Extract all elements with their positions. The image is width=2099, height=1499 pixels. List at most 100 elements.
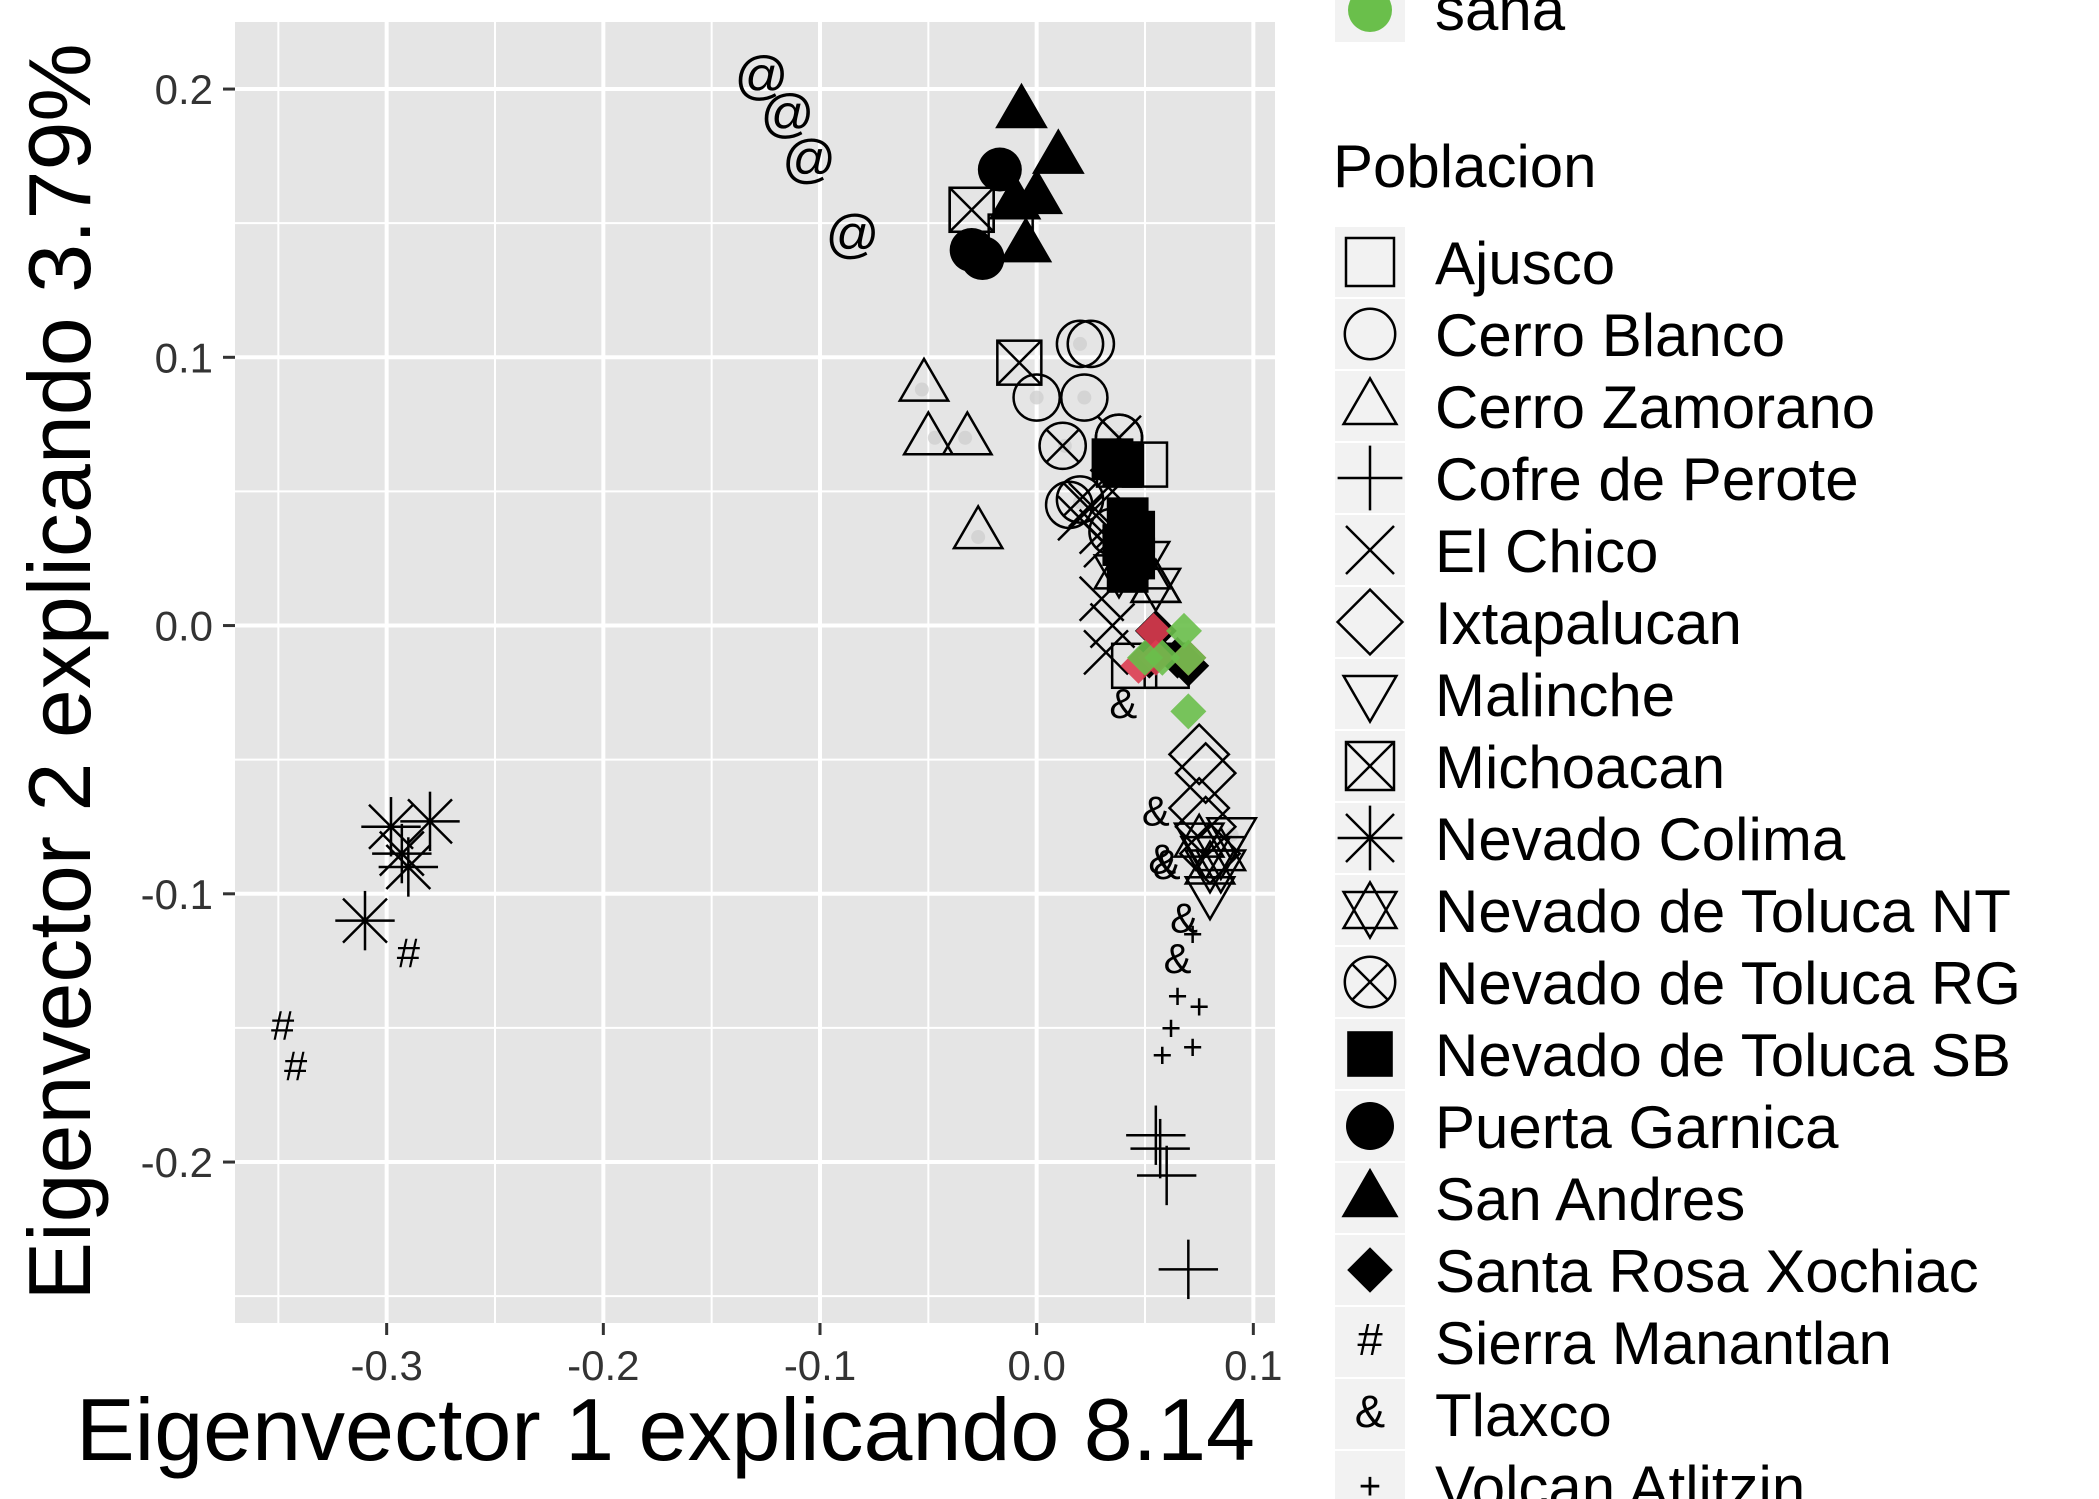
gray-point (1057, 438, 1072, 453)
data-point: + (1167, 977, 1188, 1016)
svg-text:&: & (1355, 1386, 1385, 1437)
data-point (988, 173, 1042, 220)
enferma-point (1135, 612, 1172, 649)
legend-title: Poblacion (1333, 133, 1597, 200)
data-point (1067, 481, 1114, 528)
data-point: & (1109, 680, 1137, 727)
legend-key-background (1335, 659, 1405, 729)
square-cross-icon (1344, 740, 1396, 792)
legend-key-background (1335, 299, 1405, 369)
legend-label: Tlaxco (1435, 1382, 1612, 1449)
y-tick-label: 0.1 (155, 334, 213, 381)
data-point (1126, 1105, 1186, 1165)
data-point: @ (735, 47, 789, 106)
legend-key-background (1335, 1379, 1405, 1449)
svg-text:&: & (1142, 787, 1170, 834)
legend-label: Malinche (1435, 662, 1675, 729)
legend-label: Ajusco (1435, 230, 1615, 297)
data-point: @ (761, 84, 815, 143)
legend-label: Cofre de Perote (1435, 446, 1859, 513)
data-point (1167, 722, 1231, 786)
axis-ticks: -0.3 -0.2 -0.1 0.0 0.1 -0.2 -0.1 0.0 0.1 0.2 (141, 66, 1283, 1389)
x-tick-label: -0.2 (567, 1342, 639, 1389)
legend-label: Volcan Atlitzin (1435, 1454, 1805, 1499)
data-point (977, 147, 1022, 192)
data-point (1012, 373, 1062, 422)
triangle-down-open-icon (1341, 674, 1399, 725)
data-point (335, 890, 395, 951)
data-point (1183, 876, 1237, 922)
data-point (1066, 319, 1116, 369)
y-tick-label: -0.2 (141, 1139, 213, 1186)
legend-label: Sierra Manantlan (1435, 1310, 1892, 1377)
y-axis-title: Eigenvector 2 explicando 3.79% (10, 43, 109, 1300)
x-axis-title: Eigenvector 1 explicando 8.14 (76, 1380, 1255, 1479)
x-tick-label: 0.1 (1224, 1342, 1282, 1389)
data-point: + (1182, 915, 1203, 954)
y-tick-label: -0.1 (141, 871, 213, 918)
data-point (1089, 602, 1136, 649)
plot-panel (235, 22, 1275, 1323)
sana-point (1144, 639, 1181, 676)
legend-label-sana: sana (1435, 0, 1566, 43)
data-point: + (1152, 1036, 1173, 1075)
diamond-filled-icon (1347, 1247, 1393, 1293)
data-point (960, 236, 1005, 281)
gray-point (927, 430, 942, 445)
y-tick-label: 0.2 (155, 66, 213, 113)
triangle-open-icon (1341, 375, 1399, 426)
data-point (940, 409, 994, 456)
data-points-layer: ###&&&&&&++ ++ ++@@@@ (271, 47, 1259, 1300)
gray-point (971, 530, 986, 545)
svg-text:+: + (1161, 1009, 1182, 1048)
data-point (897, 356, 951, 402)
data-point (1038, 421, 1088, 471)
gray-point (1077, 390, 1092, 405)
data-point: & (1148, 836, 1176, 883)
data-point (361, 797, 421, 857)
legend-label: Cerro Blanco (1435, 302, 1785, 369)
y-tick-label: 0.0 (155, 603, 213, 650)
svg-text:&: & (1153, 841, 1181, 888)
data-point: # (397, 930, 421, 977)
triangle-filled-icon (1341, 1167, 1399, 1218)
star-of-david-icon (1341, 879, 1399, 941)
legend-key-background (1335, 1307, 1405, 1377)
legend-label: Nevado de Toluca RG (1435, 950, 2021, 1017)
circle-cross-icon (1343, 955, 1397, 1009)
svg-text:&: & (1148, 836, 1176, 883)
legend-label: San Andres (1435, 1166, 1745, 1233)
legend-label: Puerta Garnica (1435, 1094, 1839, 1161)
svg-text:+: + (1189, 988, 1210, 1027)
svg-text:#: # (397, 930, 421, 977)
svg-text:+: + (1359, 1465, 1381, 1499)
square-filled-icon (1347, 1031, 1393, 1077)
cross-icon (1345, 525, 1395, 575)
gray-point (1029, 390, 1044, 405)
data-point (1174, 741, 1238, 805)
gray-point (958, 430, 973, 445)
svg-text:@: @ (761, 84, 815, 143)
grid-lines (235, 22, 1275, 1323)
ampersand-glyph: & (1355, 1386, 1385, 1437)
data-point (995, 82, 1048, 129)
square-open-icon (1344, 236, 1396, 288)
data-point: & (1153, 841, 1181, 888)
data-point (1130, 1118, 1190, 1179)
legend-label: Nevado de Toluca NT (1435, 878, 2011, 945)
legend-key-background (1335, 587, 1405, 657)
plus-icon (1337, 445, 1403, 511)
asterisk-icon (1337, 805, 1403, 871)
svg-text:+: + (1152, 1036, 1173, 1075)
legend-label: Michoacan (1435, 734, 1725, 801)
svg-text:&: & (1109, 680, 1137, 727)
data-point (1102, 443, 1145, 486)
sana-point (1166, 612, 1202, 649)
data-point: & (1164, 935, 1192, 982)
data-point (1059, 373, 1109, 422)
data-point (1055, 475, 1105, 524)
circle-open-icon (1343, 307, 1397, 361)
x-tick-label: -0.1 (784, 1342, 856, 1389)
legend-key-background (1335, 1451, 1405, 1499)
